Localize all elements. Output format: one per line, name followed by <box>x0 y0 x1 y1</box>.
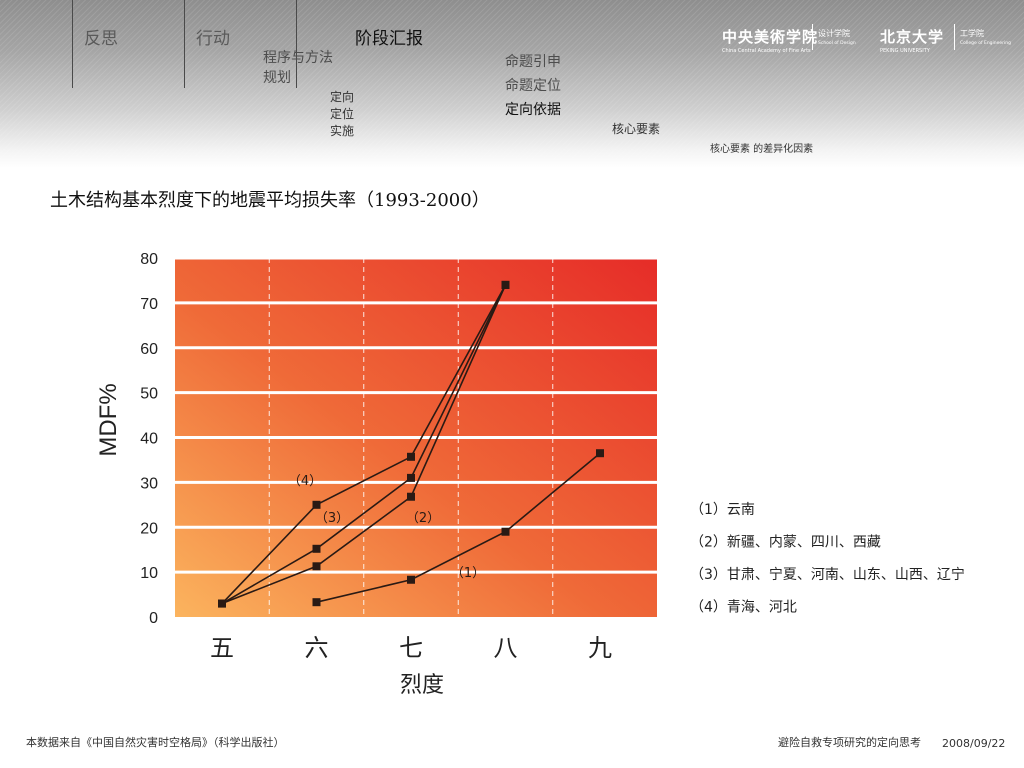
footer-topic: 避险自救专项研究的定向思考 <box>778 736 921 749</box>
pku-logo-en: PEKING UNIVERSITY <box>880 48 930 54</box>
series-line <box>221 284 507 605</box>
data-point-marker <box>312 500 321 509</box>
nav-divider <box>296 0 297 88</box>
data-point-marker <box>407 492 415 501</box>
pku-logo-text: 北京大学 <box>880 28 945 46</box>
data-point-marker <box>596 449 604 458</box>
y-tick-label: 20 <box>140 520 158 537</box>
series-label: （1） <box>451 566 485 581</box>
series-line <box>221 284 507 605</box>
data-point-marker <box>407 452 415 461</box>
x-tick-label: 七 <box>399 634 423 662</box>
data-point-marker <box>501 527 510 536</box>
data-point-marker <box>218 599 226 608</box>
core-elements-differences: 核心要素 的差异化因素 <box>710 144 814 155</box>
sub-proposition-basis: 定向依据 <box>505 102 561 118</box>
series-line <box>221 284 507 605</box>
data-point-marker <box>501 280 510 289</box>
sub-proposition-extend: 命题引申 <box>505 54 561 70</box>
cafa-logo: 中央美術学院 China Central Academy of Fine Art… <box>722 26 818 54</box>
x-tick-label: 五 <box>210 634 234 662</box>
cafa-logo-en: China Central Academy of Fine Arts <box>722 48 811 54</box>
cafa-school: 设计学院 School of Design <box>818 29 856 46</box>
data-point-marker <box>407 473 415 482</box>
legend-entry: （2）新疆、内蒙、四川、西藏 <box>690 535 881 551</box>
sub-planning: 规划 <box>263 70 291 86</box>
nav-action[interactable]: 行动 <box>196 29 230 49</box>
y-tick-label: 0 <box>149 610 158 627</box>
y-tick-label: 50 <box>140 386 158 403</box>
series-label: （3） <box>315 511 349 526</box>
sub-step-position: 定位 <box>330 107 355 121</box>
pku-logo: 北京大学 PEKING UNIVERSITY <box>880 26 944 54</box>
sub-proposition-position: 命题定位 <box>505 78 561 94</box>
legend-entry: （3）甘肃、宁夏、河南、山东、山西、辽宁 <box>690 566 965 583</box>
data-point-marker <box>407 575 415 584</box>
page-title: 土木结构基本烈度下的地震平均损失率（1993-2000） <box>50 190 490 211</box>
y-tick-label: 10 <box>140 565 158 582</box>
x-axis-title: 烈度 <box>400 673 444 698</box>
series-label: （2） <box>406 511 440 526</box>
pku-school: 工学院 College of Engineering <box>960 29 1011 46</box>
footer-source: 本数据来自《中国自然灾害时空格局》（科学出版社） <box>26 736 285 749</box>
x-tick-label: 六 <box>305 634 329 662</box>
sub-method: 程序与方法 <box>263 50 333 66</box>
sub-step-direction: 定向 <box>330 90 355 104</box>
y-tick-label: 30 <box>140 475 158 492</box>
footer-date: 2008/09/22 <box>942 737 1006 750</box>
legend-entry: （4）青海、河北 <box>690 600 797 616</box>
legend-entry: （1）云南 <box>690 502 755 518</box>
y-tick-label: 80 <box>140 251 158 268</box>
data-point-marker <box>312 562 321 571</box>
x-tick-label: 九 <box>588 634 612 662</box>
cafa-logo-text: 中央美術学院 <box>722 28 819 46</box>
header-banner: 反思 行动 阶段汇报 程序与方法 规划 定向 定位 实施 命题引申 命题定位 定… <box>0 0 1024 168</box>
data-point-marker <box>312 544 321 553</box>
y-axis-title: MDF% <box>95 383 122 456</box>
nav-divider <box>72 0 73 88</box>
nav-stage-report[interactable]: 阶段汇报 <box>355 29 423 49</box>
y-tick-label: 60 <box>140 341 158 358</box>
y-tick-label: 70 <box>140 296 158 313</box>
y-tick-label: 40 <box>140 431 158 448</box>
series-label: （4） <box>288 474 322 489</box>
x-tick-label: 八 <box>494 634 518 662</box>
nav-divider <box>184 0 185 88</box>
data-point-marker <box>312 598 321 607</box>
sub-step-implement: 实施 <box>330 124 355 138</box>
series-line <box>316 452 601 603</box>
nav-reflection[interactable]: 反思 <box>84 29 118 49</box>
core-elements: 核心要素 <box>612 122 661 136</box>
